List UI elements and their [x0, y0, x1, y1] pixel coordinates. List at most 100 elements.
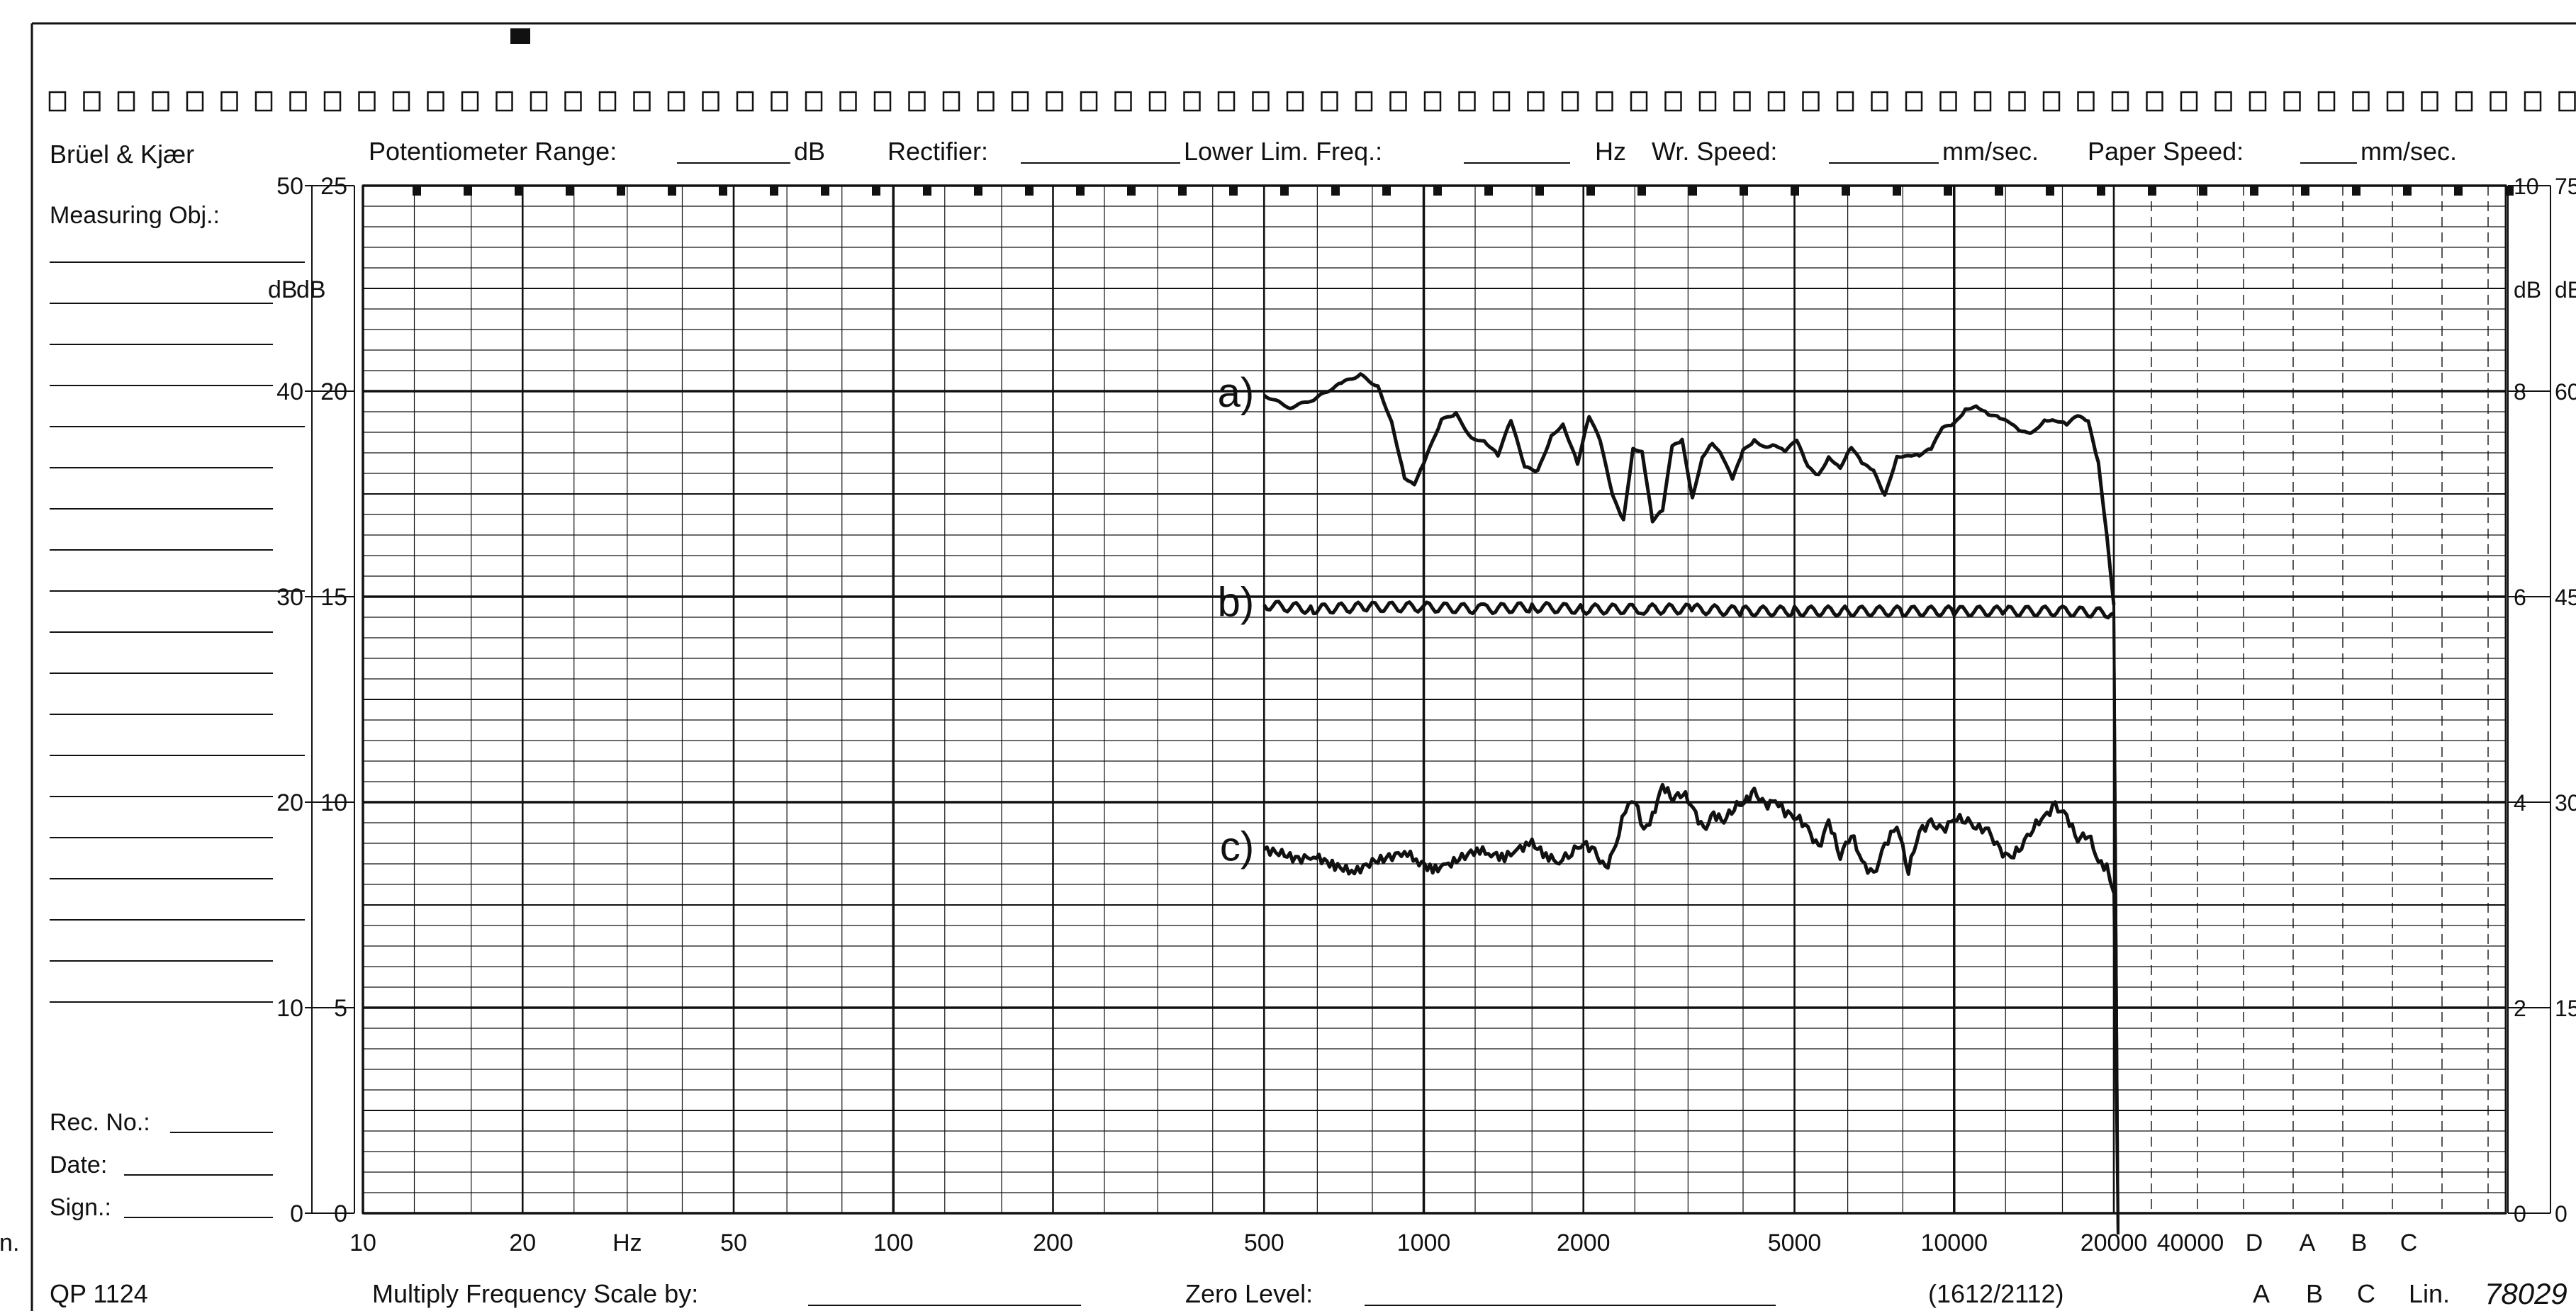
sprocket-hole — [2042, 91, 2061, 112]
sprocket-hole — [2111, 91, 2129, 112]
sprocket-hole — [220, 91, 238, 112]
x-tick-label-extra: A — [2300, 1230, 2316, 1256]
sprocket-hole — [805, 91, 823, 112]
right-tick-label-a: 10 — [2514, 174, 2539, 199]
sprocket-hole — [702, 91, 719, 112]
sprocket-hole — [1664, 91, 1682, 112]
top-tick-mark — [1076, 186, 1085, 196]
paper-index-mark — [510, 28, 530, 44]
sprocket-hole — [1561, 91, 1579, 112]
sprocket-hole — [2455, 91, 2473, 112]
sprocket-hole — [2180, 91, 2198, 112]
measuring-object-label: Measuring Obj.: — [50, 202, 220, 229]
x-tick-label-extra: 40000 — [2157, 1230, 2224, 1256]
top-tick-mark — [2046, 186, 2054, 196]
series-line-2 — [1262, 782, 2116, 894]
x-tick-label: 500 — [1244, 1230, 1284, 1256]
measuring-object-blank-lines[interactable] — [50, 261, 305, 1003]
sprocket-hole — [1767, 91, 1786, 112]
sprocket-hole — [254, 91, 273, 112]
sprocket-hole — [358, 91, 376, 112]
potentiometer-unit: dB — [794, 137, 825, 166]
potentiometer-range-label: Potentiometer Range: — [369, 137, 617, 166]
series-label-1: b) — [1218, 580, 1255, 626]
series-label-0: a) — [1218, 370, 1255, 416]
sprocket-hole — [2490, 91, 2507, 112]
x-tick-label: 50 — [720, 1230, 747, 1256]
top-tick-mark — [1689, 186, 1697, 196]
y-tick-label-inner: 25 — [320, 173, 347, 200]
sprocket-hole — [152, 91, 169, 112]
sprocket-hole — [2386, 91, 2404, 112]
footer-weighting-a: A — [2253, 1279, 2270, 1308]
top-tick-mark — [1944, 186, 1952, 196]
sprocket-hole — [1596, 91, 1613, 112]
sprocket-hole — [323, 91, 342, 112]
series-line-1 — [1262, 600, 2115, 620]
right-db-label-b: dB — [2555, 277, 2576, 303]
footer-weighting-lin: Lin. — [2409, 1279, 2450, 1308]
sprocket-hole — [1630, 91, 1648, 112]
x-tick-label: Hz — [612, 1230, 642, 1256]
sprocket-hole — [2352, 91, 2370, 112]
x-tick-label-extra: D — [2246, 1230, 2263, 1256]
sprocket-hole — [1321, 91, 1338, 112]
sprocket-hole — [977, 91, 995, 112]
sprocket-hole — [2077, 91, 2095, 112]
top-tick-mark — [1842, 186, 1850, 196]
top-tick-mark — [1637, 186, 1646, 196]
sprocket-hole — [495, 91, 513, 112]
top-tick-mark — [2301, 186, 2309, 196]
x-tick-label: 10 — [349, 1230, 376, 1256]
right-tick-label-a: 6 — [2514, 585, 2526, 610]
sprocket-hole — [289, 91, 307, 112]
sprocket-hole — [1011, 91, 1029, 112]
top-tick-mark — [1995, 186, 2003, 196]
top-tick-mark — [413, 186, 421, 196]
multiply-frequency-label: Multiply Frequency Scale by: — [372, 1279, 698, 1308]
footer-weighting-c: C — [2357, 1279, 2375, 1308]
top-tick-mark — [1382, 186, 1391, 196]
sprocket-hole — [2524, 91, 2542, 112]
series-cutoff-trace — [2112, 892, 2119, 1235]
sprocket-holes — [48, 91, 2576, 112]
sprocket-hole — [1217, 91, 1236, 112]
sprocket-hole — [2558, 91, 2576, 112]
right-tick-label-b: 45 — [2555, 585, 2576, 610]
y-tick-label-inner: 15 — [320, 584, 347, 611]
sprocket-hole — [1733, 91, 1751, 112]
x-axis-frequency-scale: 10 20 Hz 50 100 200 500 1000 2000 5000 10000 20000 4… — [0, 1230, 2417, 1256]
rectifier-label: Rectifier: — [887, 137, 988, 166]
right-tick-label-b: 0 — [2555, 1201, 2567, 1227]
top-tick-mark — [719, 186, 727, 196]
sprocket-hole — [2008, 91, 2026, 112]
sprocket-hole — [1698, 91, 1717, 112]
top-tick-mark — [2505, 186, 2514, 196]
sprocket-hole — [1286, 91, 1304, 112]
left-info-panel: Measuring Obj.: dB dB Rec. No.: Date: Si… — [50, 202, 326, 1221]
right-axis-scales: 10 75 8 60 6 45 4 30 2 15 0 0 dB dB — [2507, 174, 2576, 1227]
sprocket-hole — [667, 91, 685, 112]
top-tick-mark — [1331, 186, 1340, 196]
sprocket-hole — [873, 91, 892, 112]
footer-line: QP 1124 Multiply Frequency Scale by: Zer… — [50, 1277, 2567, 1310]
sprocket-hole — [908, 91, 926, 112]
sprocket-hole — [1836, 91, 1854, 112]
sprocket-hole — [2283, 91, 2301, 112]
sprocket-hole — [461, 91, 479, 112]
sprocket-hole — [186, 91, 204, 112]
sprocket-hole — [1148, 91, 1167, 112]
right-tick-label-b: 15 — [2555, 996, 2576, 1021]
sprocket-hole — [117, 91, 135, 112]
lower-lim-freq-unit: Hz — [1595, 137, 1626, 166]
top-tick-mark — [2199, 186, 2207, 196]
y-tick-label-inner: 0 — [334, 1200, 347, 1227]
x-tick-label-extra: C — [2400, 1230, 2418, 1256]
sprocket-hole — [633, 91, 651, 112]
top-tick-mark — [1127, 186, 1136, 196]
header-line: Brüel & Kjær Potentiometer Range: dB Rec… — [50, 137, 2457, 169]
sprocket-hole — [2249, 91, 2267, 112]
left-db-label-a: dB — [268, 276, 298, 303]
sprocket-hole — [598, 91, 617, 112]
